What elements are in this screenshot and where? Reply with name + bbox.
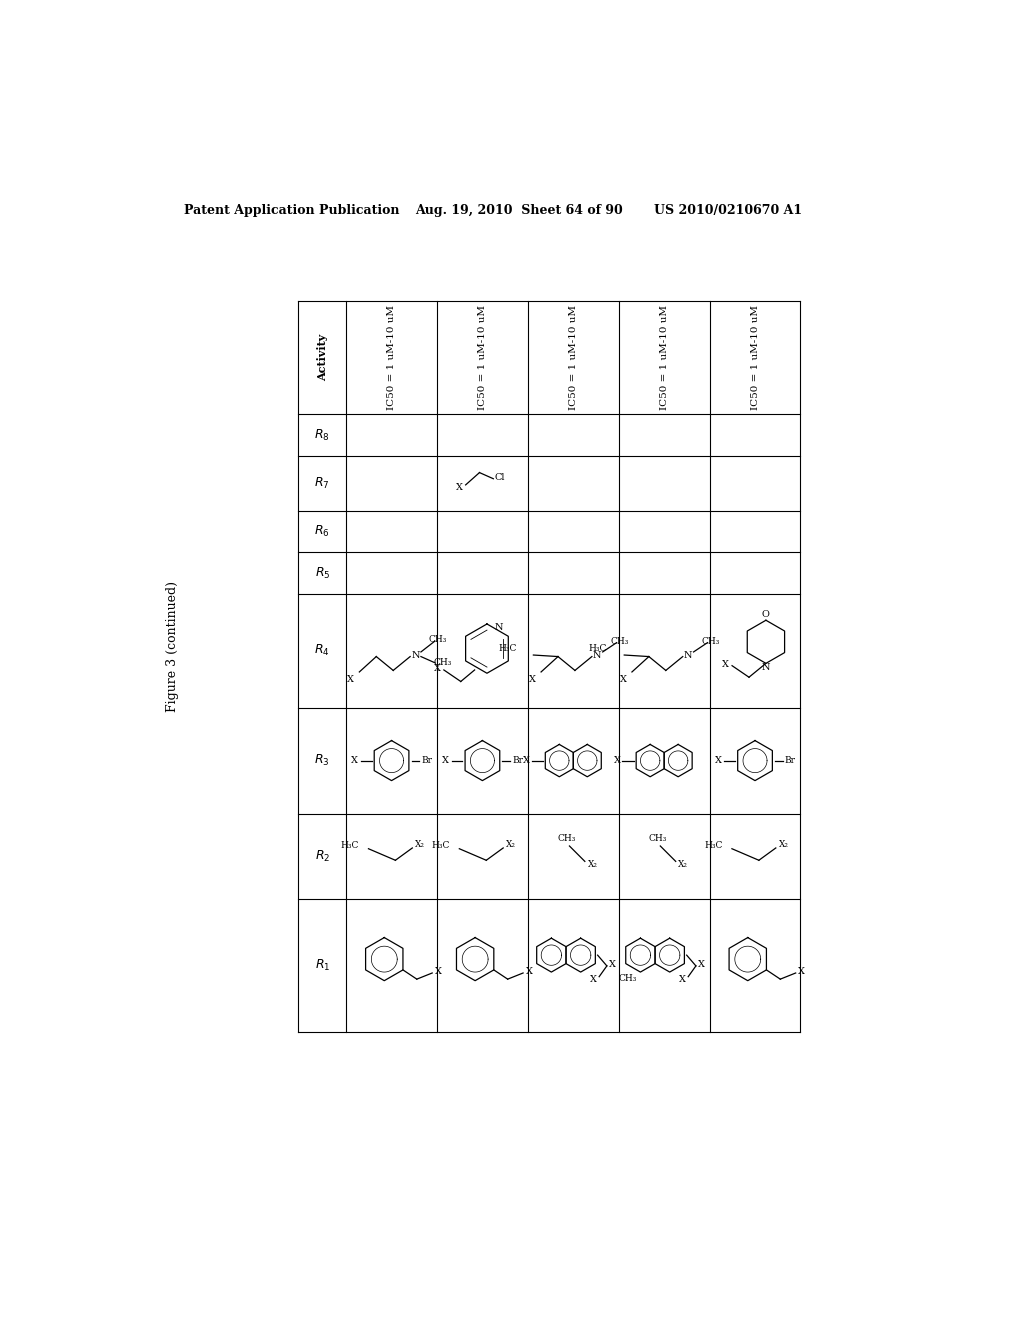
Text: H₃C: H₃C: [498, 644, 516, 653]
Text: Figure 3 (continued): Figure 3 (continued): [167, 581, 179, 711]
Text: X: X: [613, 756, 621, 766]
Text: O: O: [762, 610, 770, 619]
Text: US 2010/0210670 A1: US 2010/0210670 A1: [654, 205, 802, 218]
Text: Br: Br: [512, 756, 523, 766]
Text: X: X: [347, 675, 354, 684]
Text: X: X: [590, 975, 597, 985]
Text: N: N: [412, 651, 420, 660]
Text: $R_{4}$: $R_{4}$: [314, 643, 330, 659]
Text: X: X: [351, 756, 358, 766]
Text: X: X: [456, 483, 463, 492]
Text: CH₃: CH₃: [701, 636, 720, 645]
Text: $R_{1}$: $R_{1}$: [314, 958, 330, 973]
Text: H₃C: H₃C: [589, 644, 607, 653]
Text: X₂: X₂: [506, 841, 516, 849]
Text: X: X: [442, 756, 449, 766]
Text: X: X: [620, 675, 627, 684]
Text: $R_{8}$: $R_{8}$: [314, 428, 330, 442]
Text: N: N: [762, 663, 770, 672]
Text: Aug. 19, 2010  Sheet 64 of 90: Aug. 19, 2010 Sheet 64 of 90: [416, 205, 624, 218]
Text: X₂: X₂: [778, 841, 788, 849]
Text: IC50 = 1 uM-10 uM: IC50 = 1 uM-10 uM: [751, 305, 760, 411]
Text: $R_{3}$: $R_{3}$: [314, 752, 330, 768]
Text: H₃C: H₃C: [341, 841, 359, 850]
Text: Br: Br: [785, 756, 796, 766]
Text: X: X: [525, 968, 532, 975]
Text: Activity: Activity: [316, 334, 328, 381]
Text: Br: Br: [422, 756, 432, 766]
Text: $R_{5}$: $R_{5}$: [314, 566, 330, 581]
Text: CH₃: CH₃: [649, 834, 668, 842]
Text: IC50 = 1 uM-10 uM: IC50 = 1 uM-10 uM: [568, 305, 578, 411]
Text: IC50 = 1 uM-10 uM: IC50 = 1 uM-10 uM: [387, 305, 396, 411]
Text: CH₃: CH₃: [433, 659, 452, 667]
Text: X: X: [697, 960, 705, 969]
Text: IC50 = 1 uM-10 uM: IC50 = 1 uM-10 uM: [478, 305, 487, 411]
Text: H₃C: H₃C: [432, 841, 451, 850]
Text: X: X: [679, 975, 686, 985]
Text: CH₃: CH₃: [429, 635, 447, 644]
Text: N: N: [593, 651, 601, 660]
Text: X₂: X₂: [679, 859, 688, 869]
Text: X: X: [529, 675, 537, 684]
Text: CH₃: CH₃: [610, 636, 629, 645]
Text: X: X: [522, 756, 529, 766]
Text: N: N: [684, 651, 692, 660]
Text: CH₃: CH₃: [618, 974, 637, 982]
Text: $R_{2}$: $R_{2}$: [314, 849, 330, 865]
Text: X: X: [435, 968, 442, 975]
Text: X₂: X₂: [415, 841, 425, 849]
Text: Patent Application Publication: Patent Application Publication: [184, 205, 400, 218]
Text: N: N: [495, 623, 504, 632]
Text: X: X: [799, 968, 805, 975]
Text: X: X: [715, 756, 722, 766]
Text: $R_{7}$: $R_{7}$: [314, 475, 330, 491]
Text: H₃C: H₃C: [705, 841, 723, 850]
Text: X₂: X₂: [588, 859, 598, 869]
Text: IC50 = 1 uM-10 uM: IC50 = 1 uM-10 uM: [659, 305, 669, 411]
Text: Cl: Cl: [495, 473, 505, 482]
Text: X: X: [434, 664, 441, 673]
Text: CH₃: CH₃: [558, 834, 577, 842]
Text: X: X: [608, 960, 615, 969]
Text: $R_{6}$: $R_{6}$: [314, 524, 330, 539]
Text: X: X: [722, 660, 729, 669]
